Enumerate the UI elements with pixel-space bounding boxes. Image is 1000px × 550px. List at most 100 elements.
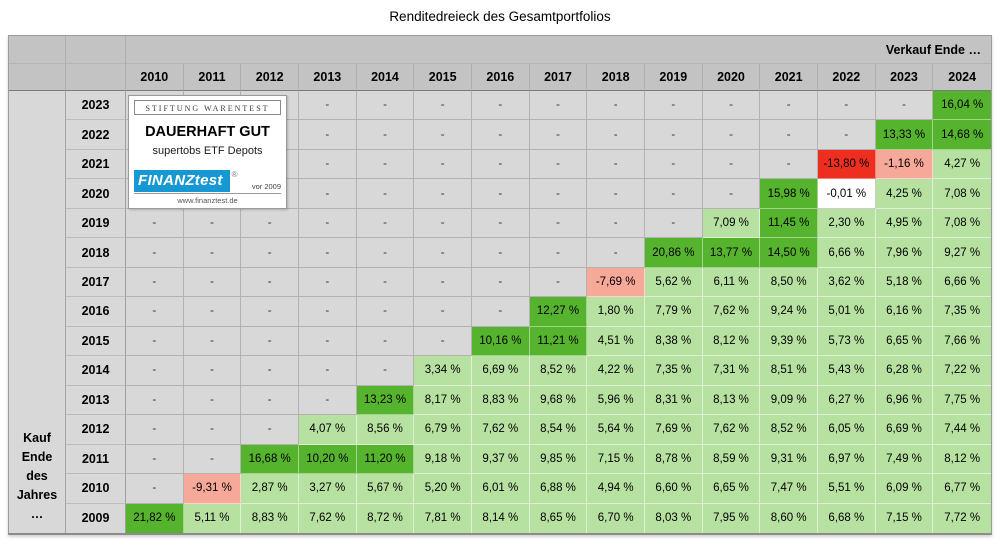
cell-2014-2014: - bbox=[356, 356, 415, 386]
cell-2017-2022: 3,62 % bbox=[818, 267, 876, 298]
cell-2016-2016: - bbox=[472, 297, 530, 327]
cell-2009-2010: 21,82 % bbox=[126, 503, 184, 533]
cell-2020-2019: - bbox=[645, 179, 703, 209]
cell-2015-2021: 9,39 % bbox=[760, 326, 818, 357]
cell-2009-2021: 8,60 % bbox=[760, 503, 818, 533]
cell-2012-2022: 6,05 % bbox=[818, 415, 876, 445]
cell-2013-2021: 9,09 % bbox=[760, 385, 818, 416]
cell-2011-2014: 11,20 % bbox=[356, 444, 415, 475]
cell-2022-2013: - bbox=[299, 120, 357, 150]
col-header-2013: 2013 bbox=[299, 64, 357, 91]
cell-2014-2010: - bbox=[126, 356, 184, 386]
cell-2018-2017: - bbox=[529, 238, 588, 268]
cell-2020-2017: - bbox=[529, 179, 588, 209]
row-header-2018: 2018 bbox=[66, 238, 126, 268]
cell-2010-2024: 6,77 % bbox=[933, 474, 991, 504]
cell-2018-2019: 20,86 % bbox=[645, 238, 703, 268]
badge-divider bbox=[134, 193, 281, 194]
cell-2009-2020: 7,95 % bbox=[702, 503, 761, 533]
cell-2009-2015: 7,81 % bbox=[414, 503, 472, 533]
col-header-2010: 2010 bbox=[126, 64, 184, 91]
col-header-2021: 2021 bbox=[760, 64, 818, 91]
cell-2013-2020: 8,13 % bbox=[702, 385, 761, 416]
col-header-2011: 2011 bbox=[183, 64, 242, 91]
cell-2013-2024: 7,75 % bbox=[933, 385, 991, 416]
col-header-2015: 2015 bbox=[414, 64, 472, 91]
cell-2011-2011: - bbox=[183, 444, 242, 475]
badge-rating-text: DAUERHAFT GUT bbox=[145, 124, 270, 140]
row-header-2023: 2023 bbox=[66, 91, 126, 121]
cell-2015-2018: 4,51 % bbox=[587, 326, 645, 357]
cell-2011-2016: 9,37 % bbox=[472, 444, 530, 475]
cell-2017-2024: 6,66 % bbox=[933, 267, 991, 298]
cell-2016-2014: - bbox=[356, 297, 415, 327]
cell-2021-2021: - bbox=[760, 149, 818, 180]
cell-2023-2019: - bbox=[645, 91, 703, 121]
cell-2015-2019: 8,38 % bbox=[645, 326, 703, 357]
badge-issuer: Stiftung Warentest bbox=[134, 100, 281, 115]
row-header-2009: 2009 bbox=[66, 503, 126, 533]
cell-2021-2014: - bbox=[356, 149, 415, 180]
corner-cell bbox=[9, 36, 66, 64]
cell-2022-2014: - bbox=[356, 120, 415, 150]
cell-2016-2019: 7,79 % bbox=[645, 297, 703, 327]
cell-2017-2014: - bbox=[356, 267, 415, 298]
cell-2019-2017: - bbox=[529, 208, 588, 239]
row-header-2014: 2014 bbox=[66, 356, 126, 386]
badge-url: www.finanztest.de bbox=[177, 196, 238, 205]
cell-2013-2013: - bbox=[299, 385, 357, 416]
row-header-2012: 2012 bbox=[66, 415, 126, 445]
cell-2015-2012: - bbox=[241, 326, 299, 357]
cell-2009-2024: 7,72 % bbox=[933, 503, 991, 533]
cell-2010-2015: 5,20 % bbox=[414, 474, 472, 504]
cell-2011-2013: 10,20 % bbox=[299, 444, 357, 475]
cell-2009-2019: 8,03 % bbox=[645, 503, 703, 533]
cell-2017-2023: 5,18 % bbox=[875, 267, 934, 298]
cell-2014-2022: 5,43 % bbox=[818, 356, 876, 386]
cell-2009-2022: 6,68 % bbox=[818, 503, 876, 533]
cell-2016-2017: 12,27 % bbox=[529, 297, 588, 327]
cell-2013-2019: 8,31 % bbox=[645, 385, 703, 416]
row-header-2016: 2016 bbox=[66, 297, 126, 327]
cell-2012-2010: - bbox=[126, 415, 184, 445]
cell-2011-2012: 16,68 % bbox=[241, 444, 299, 475]
cell-2013-2022: 6,27 % bbox=[818, 385, 876, 416]
cell-2018-2015: - bbox=[414, 238, 472, 268]
cell-2021-2023: -1,16 % bbox=[875, 149, 934, 180]
cell-2012-2012: - bbox=[241, 415, 299, 445]
cell-2013-2010: - bbox=[126, 385, 184, 416]
cell-2011-2019: 8,78 % bbox=[645, 444, 703, 475]
cell-2014-2012: - bbox=[241, 356, 299, 386]
col-header-2018: 2018 bbox=[587, 64, 645, 91]
cell-2016-2013: - bbox=[299, 297, 357, 327]
cell-2013-2018: 5,96 % bbox=[587, 385, 645, 416]
cell-2017-2013: - bbox=[299, 267, 357, 298]
cell-2010-2016: 6,01 % bbox=[472, 474, 530, 504]
buy-end-label: Kauf Ende des Jahres… bbox=[9, 91, 66, 533]
cell-2015-2010: - bbox=[126, 326, 184, 357]
badge-brand-row: FINANZtest ® vor 2009 bbox=[134, 169, 281, 192]
row-header-2019: 2019 bbox=[66, 208, 126, 239]
cell-2017-2020: 6,11 % bbox=[702, 267, 761, 298]
cell-2009-2012: 8,83 % bbox=[241, 503, 299, 533]
col-header-2023: 2023 bbox=[875, 64, 934, 91]
cell-2023-2022: - bbox=[818, 91, 876, 121]
col-header-2022: 2022 bbox=[818, 64, 876, 91]
cell-2014-2017: 8,52 % bbox=[529, 356, 588, 386]
cell-2019-2020: 7,09 % bbox=[702, 208, 761, 239]
cell-2023-2018: - bbox=[587, 91, 645, 121]
col-header-2014: 2014 bbox=[356, 64, 415, 91]
cell-2023-2023: - bbox=[875, 91, 934, 121]
cell-2010-2020: 6,65 % bbox=[702, 474, 761, 504]
cell-2011-2021: 9,31 % bbox=[760, 444, 818, 475]
cell-2015-2022: 5,73 % bbox=[818, 326, 876, 357]
cell-2009-2017: 8,65 % bbox=[529, 503, 588, 533]
finanztest-logo: FINANZtest bbox=[134, 169, 230, 192]
cell-2022-2021: - bbox=[760, 120, 818, 150]
cell-2010-2017: 6,88 % bbox=[529, 474, 588, 504]
cell-2021-2016: - bbox=[472, 149, 530, 180]
return-triangle-table: Verkauf Ende … 2010 2011 2012 2013 2014 2015 2… bbox=[8, 35, 992, 535]
cell-2017-2019: 5,62 % bbox=[645, 267, 703, 298]
cell-2018-2014: - bbox=[356, 238, 415, 268]
cell-2021-2019: - bbox=[645, 149, 703, 180]
